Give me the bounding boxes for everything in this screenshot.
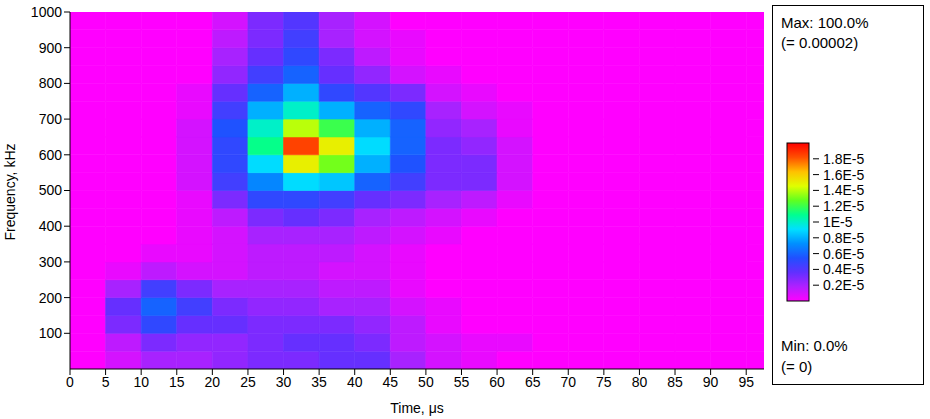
- svg-text:Frequency, kHz: Frequency, kHz: [2, 144, 18, 241]
- svg-text:30: 30: [276, 374, 292, 390]
- svg-text:10: 10: [133, 374, 149, 390]
- svg-text:1.2E-5: 1.2E-5: [823, 198, 864, 214]
- svg-text:1E-5: 1E-5: [823, 214, 853, 230]
- svg-text:Min: 0.0%: Min: 0.0%: [781, 337, 848, 354]
- svg-text:100: 100: [39, 325, 63, 341]
- svg-text:1.8E-5: 1.8E-5: [823, 151, 864, 167]
- svg-text:50: 50: [418, 374, 434, 390]
- svg-text:Time, μs: Time, μs: [390, 400, 443, 416]
- svg-text:(= 0.00002): (= 0.00002): [781, 34, 858, 51]
- svg-text:700: 700: [39, 111, 63, 127]
- svg-text:Max: 100.0%: Max: 100.0%: [781, 14, 869, 31]
- svg-text:800: 800: [39, 75, 63, 91]
- svg-text:200: 200: [39, 290, 63, 306]
- svg-text:85: 85: [667, 374, 683, 390]
- svg-text:0.2E-5: 0.2E-5: [823, 277, 864, 293]
- svg-text:300: 300: [39, 254, 63, 270]
- svg-text:60: 60: [489, 374, 505, 390]
- svg-text:15: 15: [169, 374, 185, 390]
- svg-text:500: 500: [39, 182, 63, 198]
- svg-text:70: 70: [560, 374, 576, 390]
- svg-text:35: 35: [311, 374, 327, 390]
- svg-text:400: 400: [39, 218, 63, 234]
- svg-text:0: 0: [66, 374, 74, 390]
- svg-text:600: 600: [39, 147, 63, 163]
- svg-text:0.4E-5: 0.4E-5: [823, 261, 864, 277]
- svg-text:65: 65: [525, 374, 541, 390]
- svg-text:1000: 1000: [31, 4, 62, 20]
- svg-text:20: 20: [205, 374, 221, 390]
- svg-text:900: 900: [39, 40, 63, 56]
- svg-text:55: 55: [454, 374, 470, 390]
- svg-text:5: 5: [102, 374, 110, 390]
- svg-text:1.6E-5: 1.6E-5: [823, 167, 864, 183]
- svg-text:95: 95: [738, 374, 754, 390]
- svg-text:0.6E-5: 0.6E-5: [823, 246, 864, 262]
- svg-text:(= 0): (= 0): [781, 358, 812, 375]
- svg-text:80: 80: [632, 374, 648, 390]
- svg-text:90: 90: [703, 374, 719, 390]
- svg-text:75: 75: [596, 374, 612, 390]
- svg-text:0.8E-5: 0.8E-5: [823, 230, 864, 246]
- svg-text:1.4E-5: 1.4E-5: [823, 182, 864, 198]
- svg-text:25: 25: [240, 374, 256, 390]
- svg-text:40: 40: [347, 374, 363, 390]
- svg-text:45: 45: [383, 374, 399, 390]
